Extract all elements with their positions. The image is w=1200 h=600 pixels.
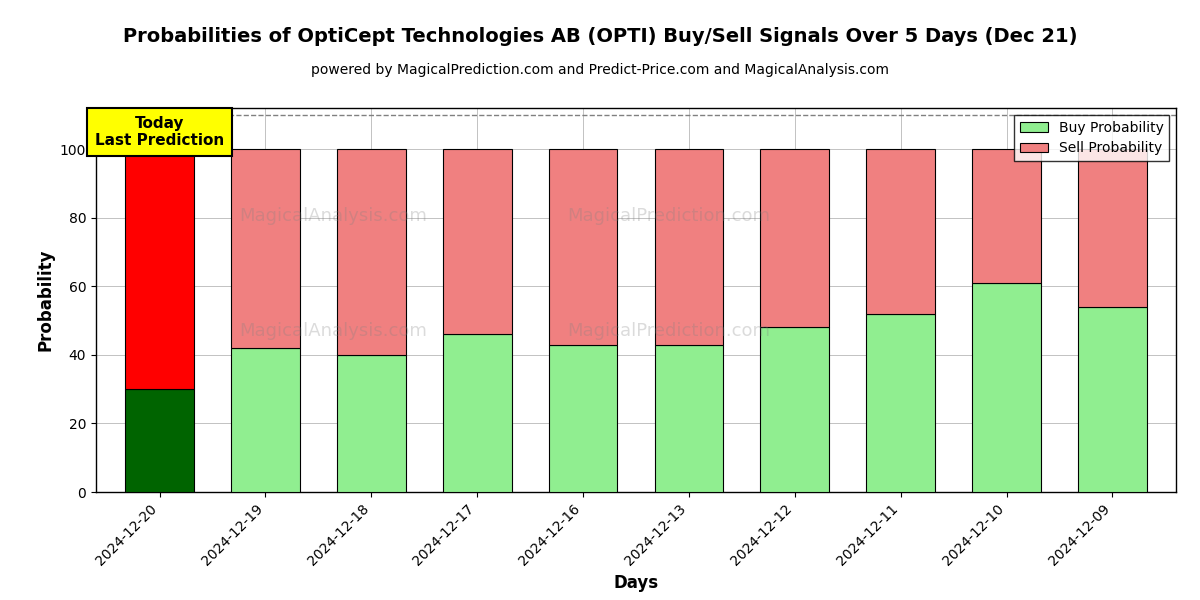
- Bar: [654, 344, 724, 492]
- Bar: [230, 348, 300, 492]
- Legend: Buy Probability, Sell Probability: Buy Probability, Sell Probability: [1014, 115, 1169, 161]
- X-axis label: Days: Days: [613, 574, 659, 592]
- Text: Probabilities of OptiCept Technologies AB (OPTI) Buy/Sell Signals Over 5 Days (D: Probabilities of OptiCept Technologies A…: [122, 27, 1078, 46]
- Bar: [230, 149, 300, 348]
- Bar: [866, 149, 935, 314]
- Bar: [1078, 307, 1147, 492]
- Text: Today
Last Prediction: Today Last Prediction: [95, 116, 224, 148]
- Bar: [125, 149, 194, 389]
- Y-axis label: Probability: Probability: [36, 249, 54, 351]
- Bar: [125, 389, 194, 492]
- Bar: [1078, 149, 1147, 307]
- Bar: [761, 328, 829, 492]
- Bar: [972, 283, 1042, 492]
- Bar: [548, 149, 618, 344]
- Bar: [866, 314, 935, 492]
- Bar: [443, 149, 511, 334]
- Text: MagicalAnalysis.com: MagicalAnalysis.com: [240, 206, 427, 224]
- Bar: [761, 149, 829, 328]
- Bar: [972, 149, 1042, 283]
- Text: powered by MagicalPrediction.com and Predict-Price.com and MagicalAnalysis.com: powered by MagicalPrediction.com and Pre…: [311, 63, 889, 77]
- Text: MagicalPrediction.com: MagicalPrediction.com: [566, 322, 770, 340]
- Bar: [337, 355, 406, 492]
- Bar: [548, 344, 618, 492]
- Text: MagicalPrediction.com: MagicalPrediction.com: [566, 206, 770, 224]
- Bar: [337, 149, 406, 355]
- Bar: [443, 334, 511, 492]
- Bar: [654, 149, 724, 344]
- Text: MagicalAnalysis.com: MagicalAnalysis.com: [240, 322, 427, 340]
